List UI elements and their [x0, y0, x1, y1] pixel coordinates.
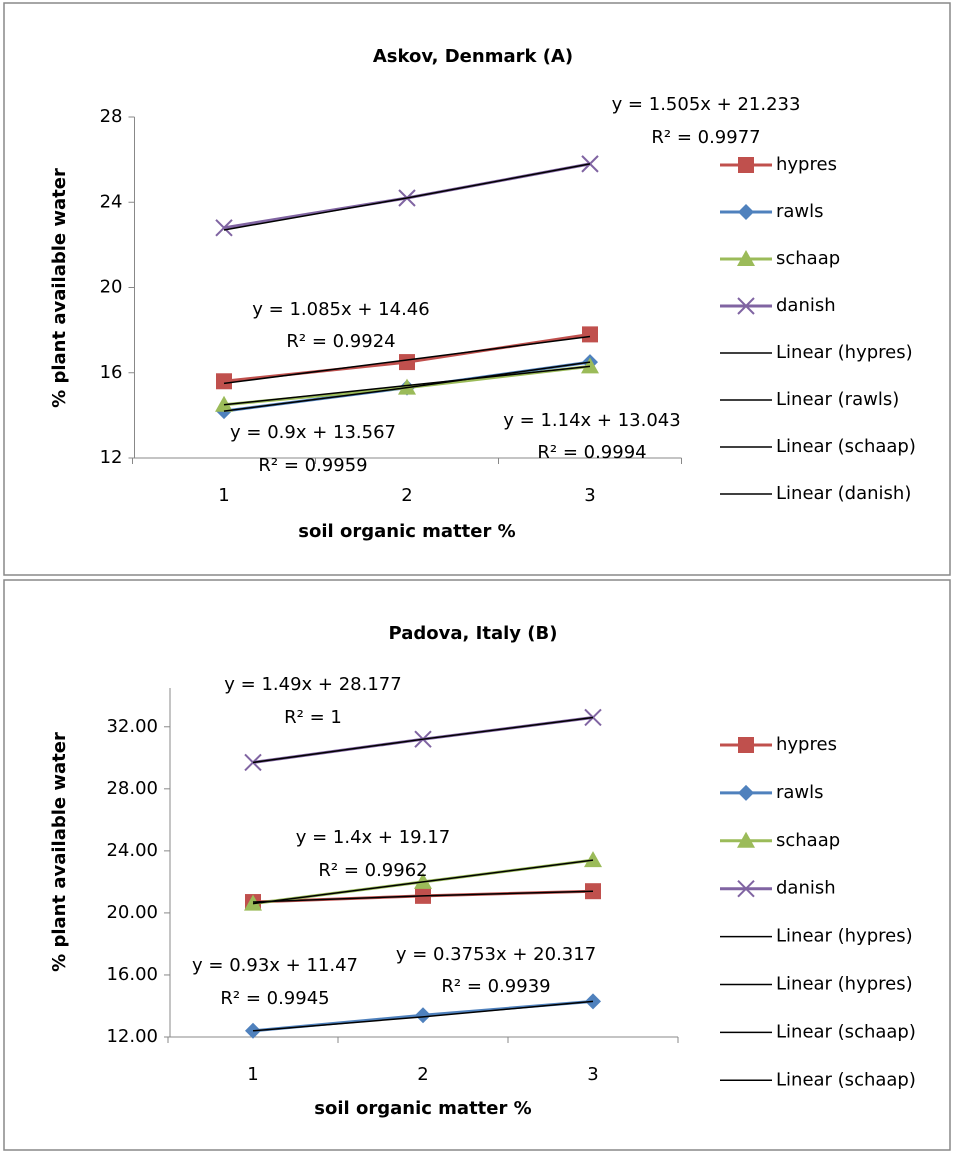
legend-label: Linear (danish): [776, 483, 911, 504]
legend-marker: [738, 157, 754, 173]
annotation: y = 1.49x + 28.177: [224, 674, 401, 695]
legend-label: Linear (hypres): [776, 974, 913, 995]
y-tick-label: 16: [100, 362, 123, 383]
marker: [216, 373, 232, 390]
annotation: y = 1.085x + 14.46: [252, 299, 429, 320]
chart-title: Padova, Italy (B): [389, 623, 558, 644]
y-tick-label: 28.00: [106, 778, 158, 799]
annotation: y = 0.93x + 11.47: [192, 955, 358, 976]
panel-border: [3, 579, 951, 1151]
annotation: R² = 0.9924: [286, 331, 395, 352]
trend-line: [252, 716, 594, 764]
x-tick-label: 2: [417, 1064, 428, 1085]
trend-line: [223, 365, 591, 406]
legend-label: rawls: [776, 201, 824, 222]
marker: [582, 326, 598, 343]
marker: [398, 378, 416, 395]
x-axis-title: soil organic matter %: [314, 1098, 531, 1119]
legend-label: rawls: [776, 782, 824, 803]
legend-label: Linear (schaap): [776, 1069, 916, 1090]
trend-line: [223, 163, 591, 231]
marker: [581, 155, 599, 173]
annotation: y = 0.3753x + 20.317: [396, 944, 596, 965]
y-tick-label: 12: [100, 447, 123, 468]
marker: [244, 894, 262, 911]
x-tick-label: 2: [401, 485, 412, 506]
legend-label: hypres: [776, 734, 837, 755]
y-tick-label: 20: [100, 277, 123, 298]
y-tick-label: 20.00: [106, 902, 158, 923]
trend-line: [223, 335, 591, 385]
trend-line: [252, 1000, 594, 1032]
x-tick-label: 1: [218, 485, 229, 506]
annotation: R² = 0.9939: [441, 976, 550, 997]
y-axis-title: % plant available water: [49, 732, 70, 972]
y-tick-label: 12.00: [106, 1026, 158, 1047]
annotation: R² = 0.9962: [318, 860, 427, 881]
annotation: R² = 0.9977: [651, 127, 760, 148]
annotation: y = 1.4x + 19.17: [296, 827, 451, 848]
annotation: y = 0.9x + 13.567: [230, 422, 396, 443]
annotation: R² = 1: [284, 707, 342, 728]
marker: [215, 219, 233, 237]
y-tick-label: 16.00: [106, 964, 158, 985]
legend-label: Linear (hypres): [776, 926, 913, 947]
legend-marker: [738, 784, 754, 801]
y-tick-label: 24.00: [106, 840, 158, 861]
trend-line: [223, 361, 591, 412]
legend-label: hypres: [776, 154, 837, 175]
x-tick-label: 1: [247, 1064, 258, 1085]
annotation: y = 1.14x + 13.043: [503, 410, 680, 431]
legend-label: danish: [776, 295, 836, 316]
annotation: R² = 0.9945: [220, 988, 329, 1009]
marker: [581, 357, 599, 374]
annotation: R² = 0.9959: [258, 455, 367, 476]
legend-label: danish: [776, 878, 836, 899]
legend-marker: [737, 879, 755, 898]
legend-label: Linear (hypres): [776, 342, 913, 363]
marker: [415, 1007, 431, 1024]
legend-label: Linear (rawls): [776, 389, 899, 410]
x-tick-label: 3: [587, 1064, 598, 1085]
legend-label: Linear (schaap): [776, 436, 916, 457]
y-tick-label: 24: [100, 191, 123, 212]
legend-label: schaap: [776, 830, 840, 851]
trend-line: [252, 859, 594, 905]
trend-line: [252, 890, 594, 903]
x-tick-label: 3: [584, 485, 595, 506]
y-axis-title: % plant available water: [49, 168, 70, 408]
legend-marker: [737, 250, 755, 266]
annotation: R² = 0.9994: [537, 442, 646, 463]
marker: [215, 395, 233, 412]
legend-marker: [738, 204, 754, 220]
legend-marker: [737, 297, 755, 315]
legend-label: schaap: [776, 248, 840, 269]
chart-title: Askov, Denmark (A): [373, 46, 573, 67]
marker: [414, 872, 432, 889]
marker: [584, 851, 602, 868]
annotation: y = 1.505x + 21.233: [612, 94, 801, 115]
x-axis-title: soil organic matter %: [298, 521, 515, 542]
legend-marker: [738, 737, 754, 753]
y-tick-label: 28: [100, 106, 123, 127]
panel-border: [3, 2, 951, 576]
legend-label: Linear (schaap): [776, 1021, 916, 1042]
marker: [399, 354, 415, 371]
marker: [584, 708, 602, 727]
y-tick-label: 32.00: [106, 716, 158, 737]
legend-marker: [737, 831, 755, 848]
